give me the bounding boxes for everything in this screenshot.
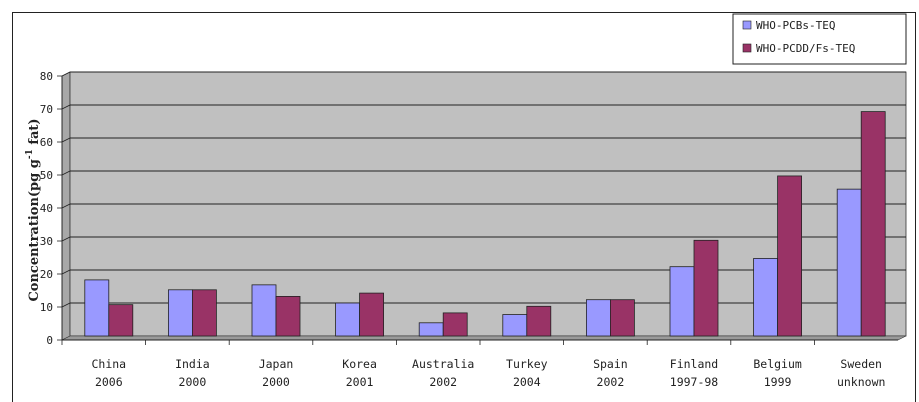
bar-who-pcbs-teq-china [84, 279, 110, 337]
y-axis-title: Concentration(pg g-1 fat) [25, 118, 42, 301]
x-tick-label: Belgium [753, 357, 802, 371]
x-tick-label: Turkey [506, 357, 548, 371]
y-tick-label: 60 [40, 136, 53, 149]
legend-swatch-1 [742, 20, 752, 30]
bar-who-pcbs-teq-spain [586, 299, 611, 337]
gridline-diagonal [61, 302, 71, 308]
bar-who-pcdd-fs-teq-australia [442, 312, 468, 337]
y-tick-label: 80 [40, 70, 53, 83]
y-tick-label: 30 [40, 235, 53, 248]
x-tick-label: Korea [342, 357, 377, 371]
plot-floor [61, 335, 907, 341]
y-tick-label: 20 [40, 268, 53, 281]
x-tick-label-sub: 2006 [95, 375, 123, 389]
bars [84, 111, 886, 337]
bar-who-pcbs-teq-finland [669, 266, 695, 337]
bar-who-pcbs-teq-australia [418, 322, 444, 337]
x-tick-label: Spain [593, 357, 628, 371]
bar-who-pcbs-teq-sweden [836, 188, 862, 337]
x-tick-label-sub: 1999 [764, 375, 792, 389]
x-tick-label-sub: 1997-98 [670, 375, 719, 389]
bar-who-pcbs-teq-korea [335, 302, 361, 337]
x-tick-label: Finland [670, 357, 718, 371]
gridline-diagonal [61, 170, 71, 176]
y-axis-title-unit: fat) [27, 118, 42, 149]
legend-swatch-2 [742, 43, 752, 53]
bar-who-pcdd-fs-teq-spain [610, 299, 635, 337]
x-tick-label-sub: 2004 [513, 375, 541, 389]
x-tick-label: India [175, 357, 210, 371]
y-axis-label: Concentration(pg g-1 fat) [25, 118, 42, 301]
y-axis-title-main: Concentration(pg g [27, 159, 42, 301]
y-tick-label: 0 [46, 334, 53, 347]
bar-who-pcbs-teq-japan [251, 284, 277, 337]
gridline-diagonal [61, 137, 71, 143]
bar-who-pcbs-teq-india [167, 289, 193, 337]
gridline-diagonal [61, 203, 71, 209]
gridline-diagonal [61, 236, 71, 242]
x-tick-label-sub: 2000 [262, 375, 290, 389]
y-axis-title-superscript: -1 [25, 149, 35, 159]
x-tick-label-sub: 2000 [179, 375, 207, 389]
x-tick-label-sub: 2001 [346, 375, 374, 389]
bar-who-pcbs-teq-belgium [753, 258, 778, 337]
legend: WHO-PCBs-TEQ WHO-PCDD/Fs-TEQ [732, 13, 907, 65]
gridline-diagonal [61, 71, 71, 77]
gridline-diagonal [61, 104, 71, 110]
x-tick-label: Sweden [840, 357, 882, 371]
x-tick-label: China [91, 357, 126, 371]
x-tick-label-sub: 2002 [597, 375, 625, 389]
bar-who-pcdd-fs-teq-korea [359, 292, 385, 337]
bar-who-pcdd-fs-teq-turkey [526, 305, 552, 337]
legend-box [732, 13, 907, 65]
legend-label-2: WHO-PCDD/Fs-TEQ [756, 42, 855, 55]
y-tick-label: 70 [40, 103, 53, 116]
legend-label-1: WHO-PCBs-TEQ [756, 19, 835, 32]
x-tick-label-sub: unknown [837, 375, 885, 389]
bar-who-pcdd-fs-teq-finland [693, 239, 719, 337]
bar-who-pcdd-fs-teq-japan [275, 295, 301, 337]
bar-who-pcdd-fs-teq-sweden [860, 111, 886, 337]
bar-who-pcbs-teq-turkey [502, 314, 528, 337]
bar-who-pcdd-fs-teq-belgium [777, 175, 802, 337]
bar-who-pcdd-fs-teq-china [108, 304, 134, 337]
y-axis: 0 10 20 30 40 50 60 70 80 [40, 70, 63, 347]
bar-who-pcdd-fs-teq-india [191, 289, 217, 337]
y-tick-label: 50 [40, 169, 53, 182]
y-tick-label: 10 [40, 301, 53, 314]
y-tick-label: 40 [40, 202, 53, 215]
x-tick-label: Japan [259, 357, 294, 371]
gridline-diagonal [61, 269, 71, 275]
x-tick-label: Australia [412, 357, 474, 371]
x-axis: China 2006 India 2000 Japan 2000 Korea 2001 Aust… [61, 339, 898, 389]
x-tick-label-sub: 2002 [429, 375, 457, 389]
chart-frame [12, 12, 916, 402]
